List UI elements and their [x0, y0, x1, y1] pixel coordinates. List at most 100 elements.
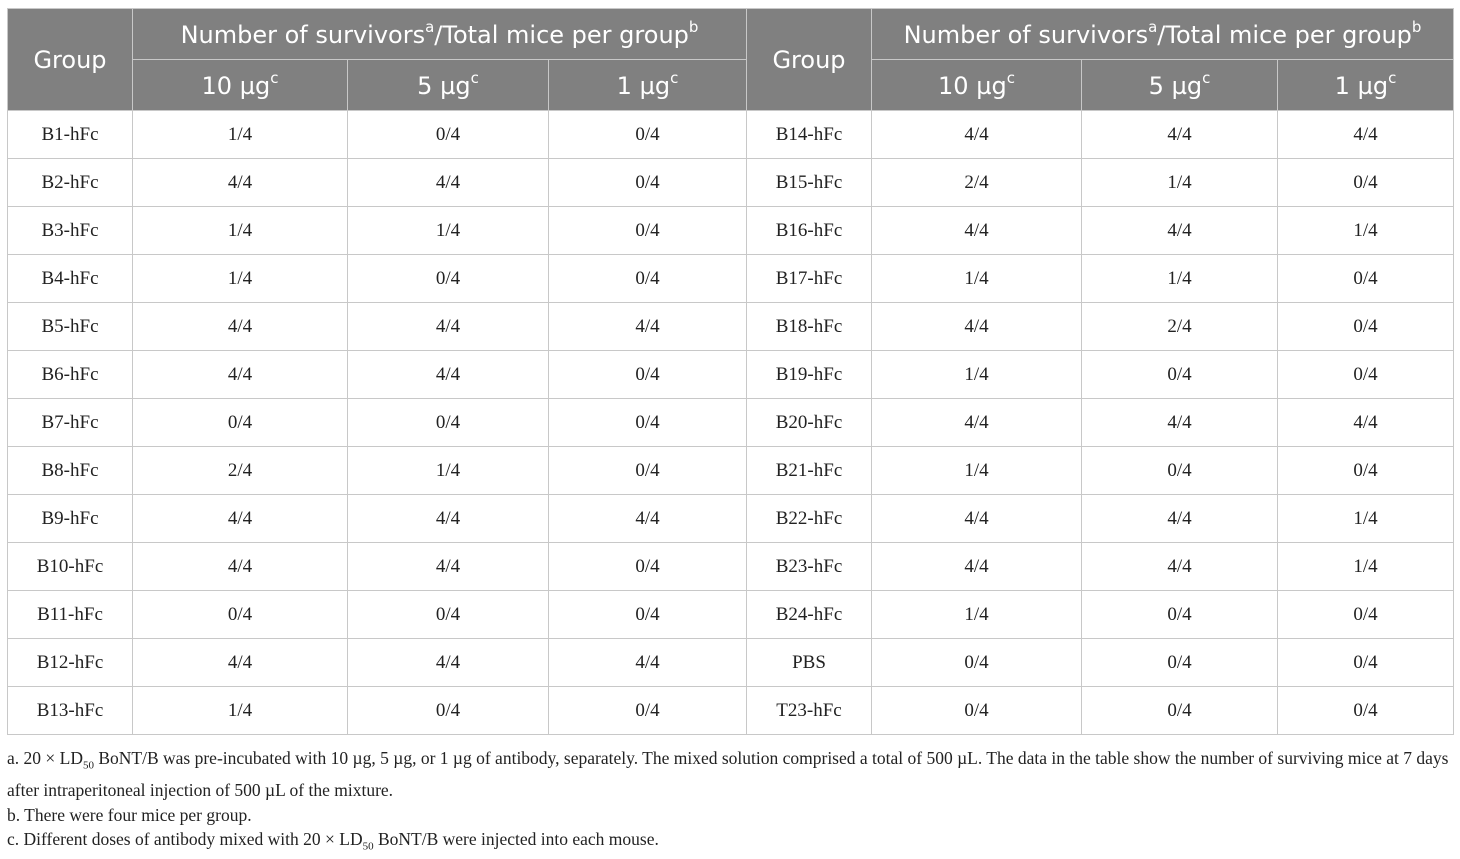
group-cell: B6-hFc: [7, 350, 133, 399]
dose-10-cell: 4/4: [871, 302, 1082, 351]
dose-header-10: 10 µgc: [871, 59, 1082, 111]
dose-5-cell: 4/4: [347, 542, 549, 591]
table-row: B11-hFc 0/4 0/4 0/4 B24-hFc 1/4 0/4 0/4: [7, 590, 1454, 639]
dose-1-cell: 0/4: [548, 206, 747, 255]
dose-header-5: 5 µgc: [1081, 59, 1278, 111]
footnote-b: b. There were four mice per group.: [7, 804, 252, 825]
dose-header-10: 10 µgc: [132, 59, 348, 111]
dose-1-cell: 0/4: [548, 542, 747, 591]
group-cell: B17-hFc: [746, 254, 872, 303]
dose-5-cell: 0/4: [347, 398, 549, 447]
dose-10-cell: 1/4: [871, 350, 1082, 399]
dose-10-cell: 4/4: [132, 542, 348, 591]
group-cell: B22-hFc: [746, 494, 872, 543]
dose-1-cell: 4/4: [548, 494, 747, 543]
table-row: B13-hFc 1/4 0/4 0/4 T23-hFc 0/4 0/4 0/4: [7, 686, 1454, 735]
dose-5-cell: 0/4: [347, 110, 549, 159]
dose-1-cell: 0/4: [548, 446, 747, 495]
dose-1-cell: 0/4: [548, 590, 747, 639]
dose-5-cell: 1/4: [347, 446, 549, 495]
dose-5-cell: 4/4: [1081, 110, 1278, 159]
table-row: B12-hFc 4/4 4/4 4/4 PBS 0/4 0/4 0/4: [7, 638, 1454, 687]
group-cell: T23-hFc: [746, 686, 872, 735]
dose-10-cell: 1/4: [871, 446, 1082, 495]
dose-5-cell: 1/4: [347, 206, 549, 255]
table-row: B8-hFc 2/4 1/4 0/4 B21-hFc 1/4 0/4 0/4: [7, 446, 1454, 495]
table-row: B4-hFc 1/4 0/4 0/4 B17-hFc 1/4 1/4 0/4: [7, 254, 1454, 303]
dose-10-cell: 4/4: [132, 350, 348, 399]
dose-1-cell: 0/4: [1277, 350, 1454, 399]
dose-5-cell: 4/4: [347, 302, 549, 351]
table-row: B5-hFc 4/4 4/4 4/4 B18-hFc 4/4 2/4 0/4: [7, 302, 1454, 351]
dose-1-cell: 0/4: [548, 398, 747, 447]
dose-5-cell: 0/4: [347, 254, 549, 303]
dose-10-cell: 4/4: [871, 110, 1082, 159]
survival-table-container: Group Number of survivorsa/Total mice pe…: [7, 8, 1454, 735]
dose-1-cell: 4/4: [548, 638, 747, 687]
dose-1-cell: 0/4: [548, 254, 747, 303]
group-cell: B24-hFc: [746, 590, 872, 639]
table-row: B10-hFc 4/4 4/4 0/4 B23-hFc 4/4 4/4 1/4: [7, 542, 1454, 591]
group-cell: B15-hFc: [746, 158, 872, 207]
footnote-c: c. Different doses of antibody mixed wit…: [7, 829, 659, 853]
dose-5-cell: 4/4: [347, 638, 549, 687]
dose-5-cell: 1/4: [1081, 254, 1278, 303]
dose-10-cell: 4/4: [132, 638, 348, 687]
dose-1-cell: 0/4: [1277, 302, 1454, 351]
group-cell: B8-hFc: [7, 446, 133, 495]
dose-10-cell: 4/4: [132, 302, 348, 351]
group-cell: B7-hFc: [7, 398, 133, 447]
dose-10-cell: 0/4: [871, 638, 1082, 687]
table-row: B7-hFc 0/4 0/4 0/4 B20-hFc 4/4 4/4 4/4: [7, 398, 1454, 447]
dose-1-cell: 1/4: [1277, 206, 1454, 255]
group-header: Group: [746, 8, 872, 111]
dose-5-cell: 0/4: [347, 686, 549, 735]
dose-5-cell: 0/4: [1081, 686, 1278, 735]
dose-5-cell: 0/4: [347, 590, 549, 639]
dose-10-cell: 1/4: [871, 590, 1082, 639]
group-cell: B3-hFc: [7, 206, 133, 255]
dose-10-cell: 0/4: [871, 686, 1082, 735]
dose-10-cell: 4/4: [871, 542, 1082, 591]
dose-10-cell: 2/4: [132, 446, 348, 495]
dose-10-cell: 4/4: [132, 158, 348, 207]
dose-1-cell: 0/4: [1277, 158, 1454, 207]
group-cell: B16-hFc: [746, 206, 872, 255]
dose-5-cell: 4/4: [347, 158, 549, 207]
table-row: B2-hFc 4/4 4/4 0/4 B15-hFc 2/4 1/4 0/4: [7, 158, 1454, 207]
group-header: Group: [7, 8, 133, 111]
dose-10-cell: 1/4: [132, 254, 348, 303]
dose-1-cell: 0/4: [1277, 446, 1454, 495]
dose-1-cell: 0/4: [1277, 686, 1454, 735]
dose-10-cell: 4/4: [871, 398, 1082, 447]
dose-1-cell: 4/4: [1277, 398, 1454, 447]
dose-10-cell: 1/4: [132, 110, 348, 159]
dose-1-cell: 0/4: [1277, 254, 1454, 303]
dose-5-cell: 4/4: [1081, 206, 1278, 255]
dose-1-cell: 0/4: [1277, 638, 1454, 687]
dose-1-cell: 0/4: [1277, 590, 1454, 639]
table-row: B3-hFc 1/4 1/4 0/4 B16-hFc 4/4 4/4 1/4: [7, 206, 1454, 255]
survivor-header: Number of survivorsa/Total mice per grou…: [871, 8, 1454, 60]
dose-5-cell: 0/4: [1081, 590, 1278, 639]
table-header: Group Number of survivorsa/Total mice pe…: [7, 8, 1454, 111]
table-row: B9-hFc 4/4 4/4 4/4 B22-hFc 4/4 4/4 1/4: [7, 494, 1454, 543]
dose-10-cell: 1/4: [132, 206, 348, 255]
dose-5-cell: 0/4: [1081, 446, 1278, 495]
dose-10-cell: 0/4: [132, 398, 348, 447]
group-cell: B10-hFc: [7, 542, 133, 591]
dose-5-cell: 4/4: [1081, 398, 1278, 447]
group-cell: PBS: [746, 638, 872, 687]
dose-header-5: 5 µgc: [347, 59, 549, 111]
group-cell: B9-hFc: [7, 494, 133, 543]
survival-table: Group Number of survivorsa/Total mice pe…: [7, 8, 1454, 735]
table-body: B1-hFc 1/4 0/4 0/4 B14-hFc 4/4 4/4 4/4 B2-hFc 4/4…: [7, 110, 1454, 735]
dose-1-cell: 1/4: [1277, 542, 1454, 591]
table-row: B6-hFc 4/4 4/4 0/4 B19-hFc 1/4 0/4 0/4: [7, 350, 1454, 399]
group-cell: B12-hFc: [7, 638, 133, 687]
dose-1-cell: 0/4: [548, 686, 747, 735]
group-cell: B5-hFc: [7, 302, 133, 351]
dose-10-cell: 1/4: [132, 686, 348, 735]
group-cell: B4-hFc: [7, 254, 133, 303]
dose-5-cell: 4/4: [1081, 542, 1278, 591]
